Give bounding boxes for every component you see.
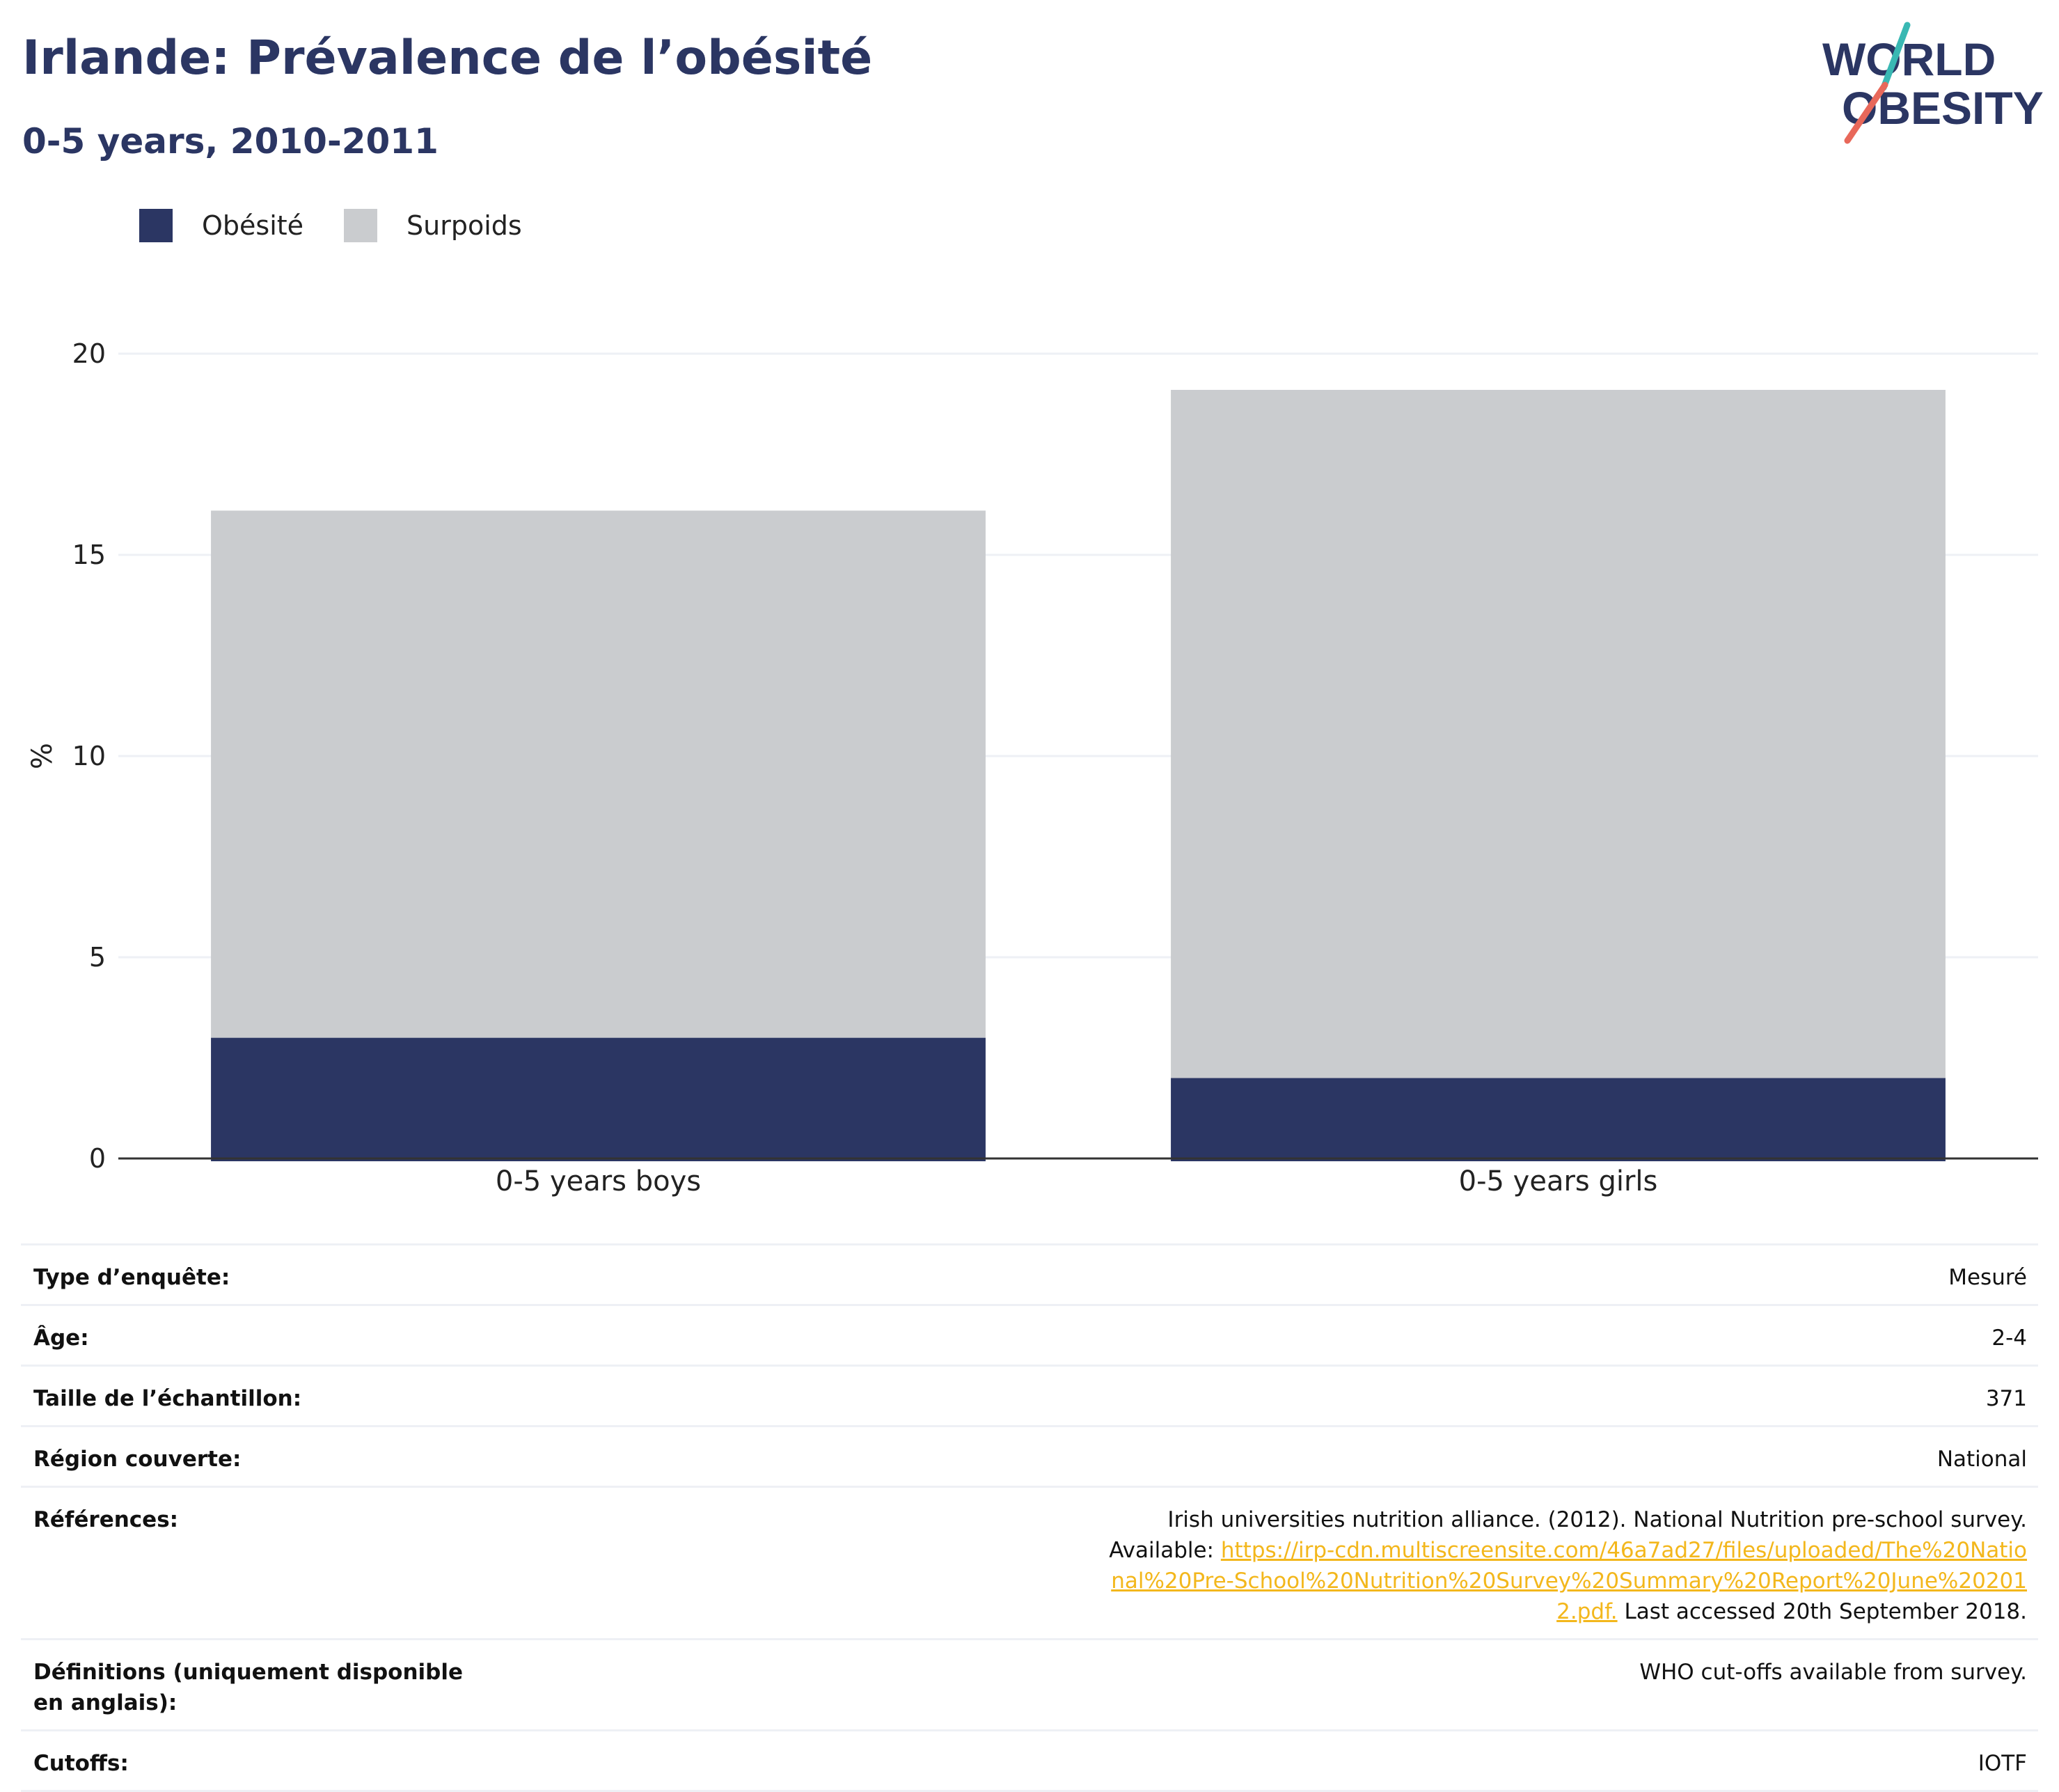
legend-label-overweight: Surpoids [407,210,522,241]
logo-word-world: WORLD [1822,33,1996,85]
y-tick-label: 5 [89,942,106,973]
logo-word-obesity: OBESITY [1842,82,2044,134]
bar-obesity [1171,1078,1946,1161]
bar-overweight [211,510,986,1038]
info-value: WHO cut-offs available from survey. [504,1638,2038,1731]
info-value: 371 [504,1365,2038,1426]
info-value: 2-4 [504,1304,2038,1366]
legend-swatch-obesity [139,209,173,242]
bar-obesity [211,1037,986,1161]
info-row-references: Références: Irish universities nutrition… [21,1486,2038,1640]
chart-legend: Obésité Surpoids [139,207,562,244]
info-label: Références: [21,1486,504,1640]
legend-item-overweight[interactable]: Surpoids [344,209,522,242]
y-tick-label: 10 [72,741,106,771]
bar-overweight [1171,390,1946,1078]
x-tick-label: 0-5 years boys [496,1165,701,1197]
info-label: Définitions (uniquement disponible en an… [21,1638,504,1731]
info-label: Âge: [21,1304,504,1366]
reference-link[interactable]: https://irp-cdn.multiscreensite.com/46a7… [1111,1538,2027,1624]
logo-slash-bottom [1844,81,1888,144]
info-label: Cutoffs: [21,1729,504,1792]
world-obesity-logo: WORLD OBESITY [1822,22,2044,144]
stacked-bar-chart: 0 5 10 15 20% 0-5 years boys 0-5 years girls [26,338,2038,1197]
info-row-age: Âge: 2-4 [21,1304,2038,1366]
reference-accessed: Last accessed 20th September 2018. [1617,1599,2027,1624]
logo-slash-top [1880,22,1911,91]
info-row-cutoffs: Cutoffs: IOTF [21,1729,2038,1792]
info-row-definitions: Définitions (uniquement disponible en an… [21,1638,2038,1731]
y-tick-label: 15 [72,540,106,570]
survey-info-table: Type d’enquête: Mesuré Âge: 2-4 Taille d… [21,1243,2038,1792]
legend-item-obesity[interactable]: Obésité [139,209,303,242]
chart-subtitle: 0-5 years, 2010-2011 [22,121,439,162]
info-label: Type d’enquête: [21,1243,504,1305]
info-value: National [504,1425,2038,1487]
info-label: Région couverte: [21,1425,504,1487]
info-label: Taille de l’échantillon: [21,1365,504,1426]
y-tick-label: 0 [89,1143,106,1174]
reference-text: Irish universities nutrition alliance. (… [1109,1507,2027,1563]
y-tick-label: 20 [72,338,106,369]
info-value: Irish universities nutrition alliance. (… [504,1486,2038,1640]
legend-swatch-overweight [344,209,378,242]
y-axis-title: % [26,743,58,769]
info-row-sample-size: Taille de l’échantillon: 371 [21,1365,2038,1426]
chart-title: Irlande: Prévalence de l’obésité [22,31,873,86]
x-tick-label: 0-5 years girls [1459,1165,1658,1197]
info-row-survey-type: Type d’enquête: Mesuré [21,1243,2038,1305]
info-value: IOTF [504,1729,2038,1792]
legend-label-obesity: Obésité [202,210,304,241]
info-row-region: Région couverte: National [21,1425,2038,1487]
info-value: Mesuré [504,1243,2038,1305]
